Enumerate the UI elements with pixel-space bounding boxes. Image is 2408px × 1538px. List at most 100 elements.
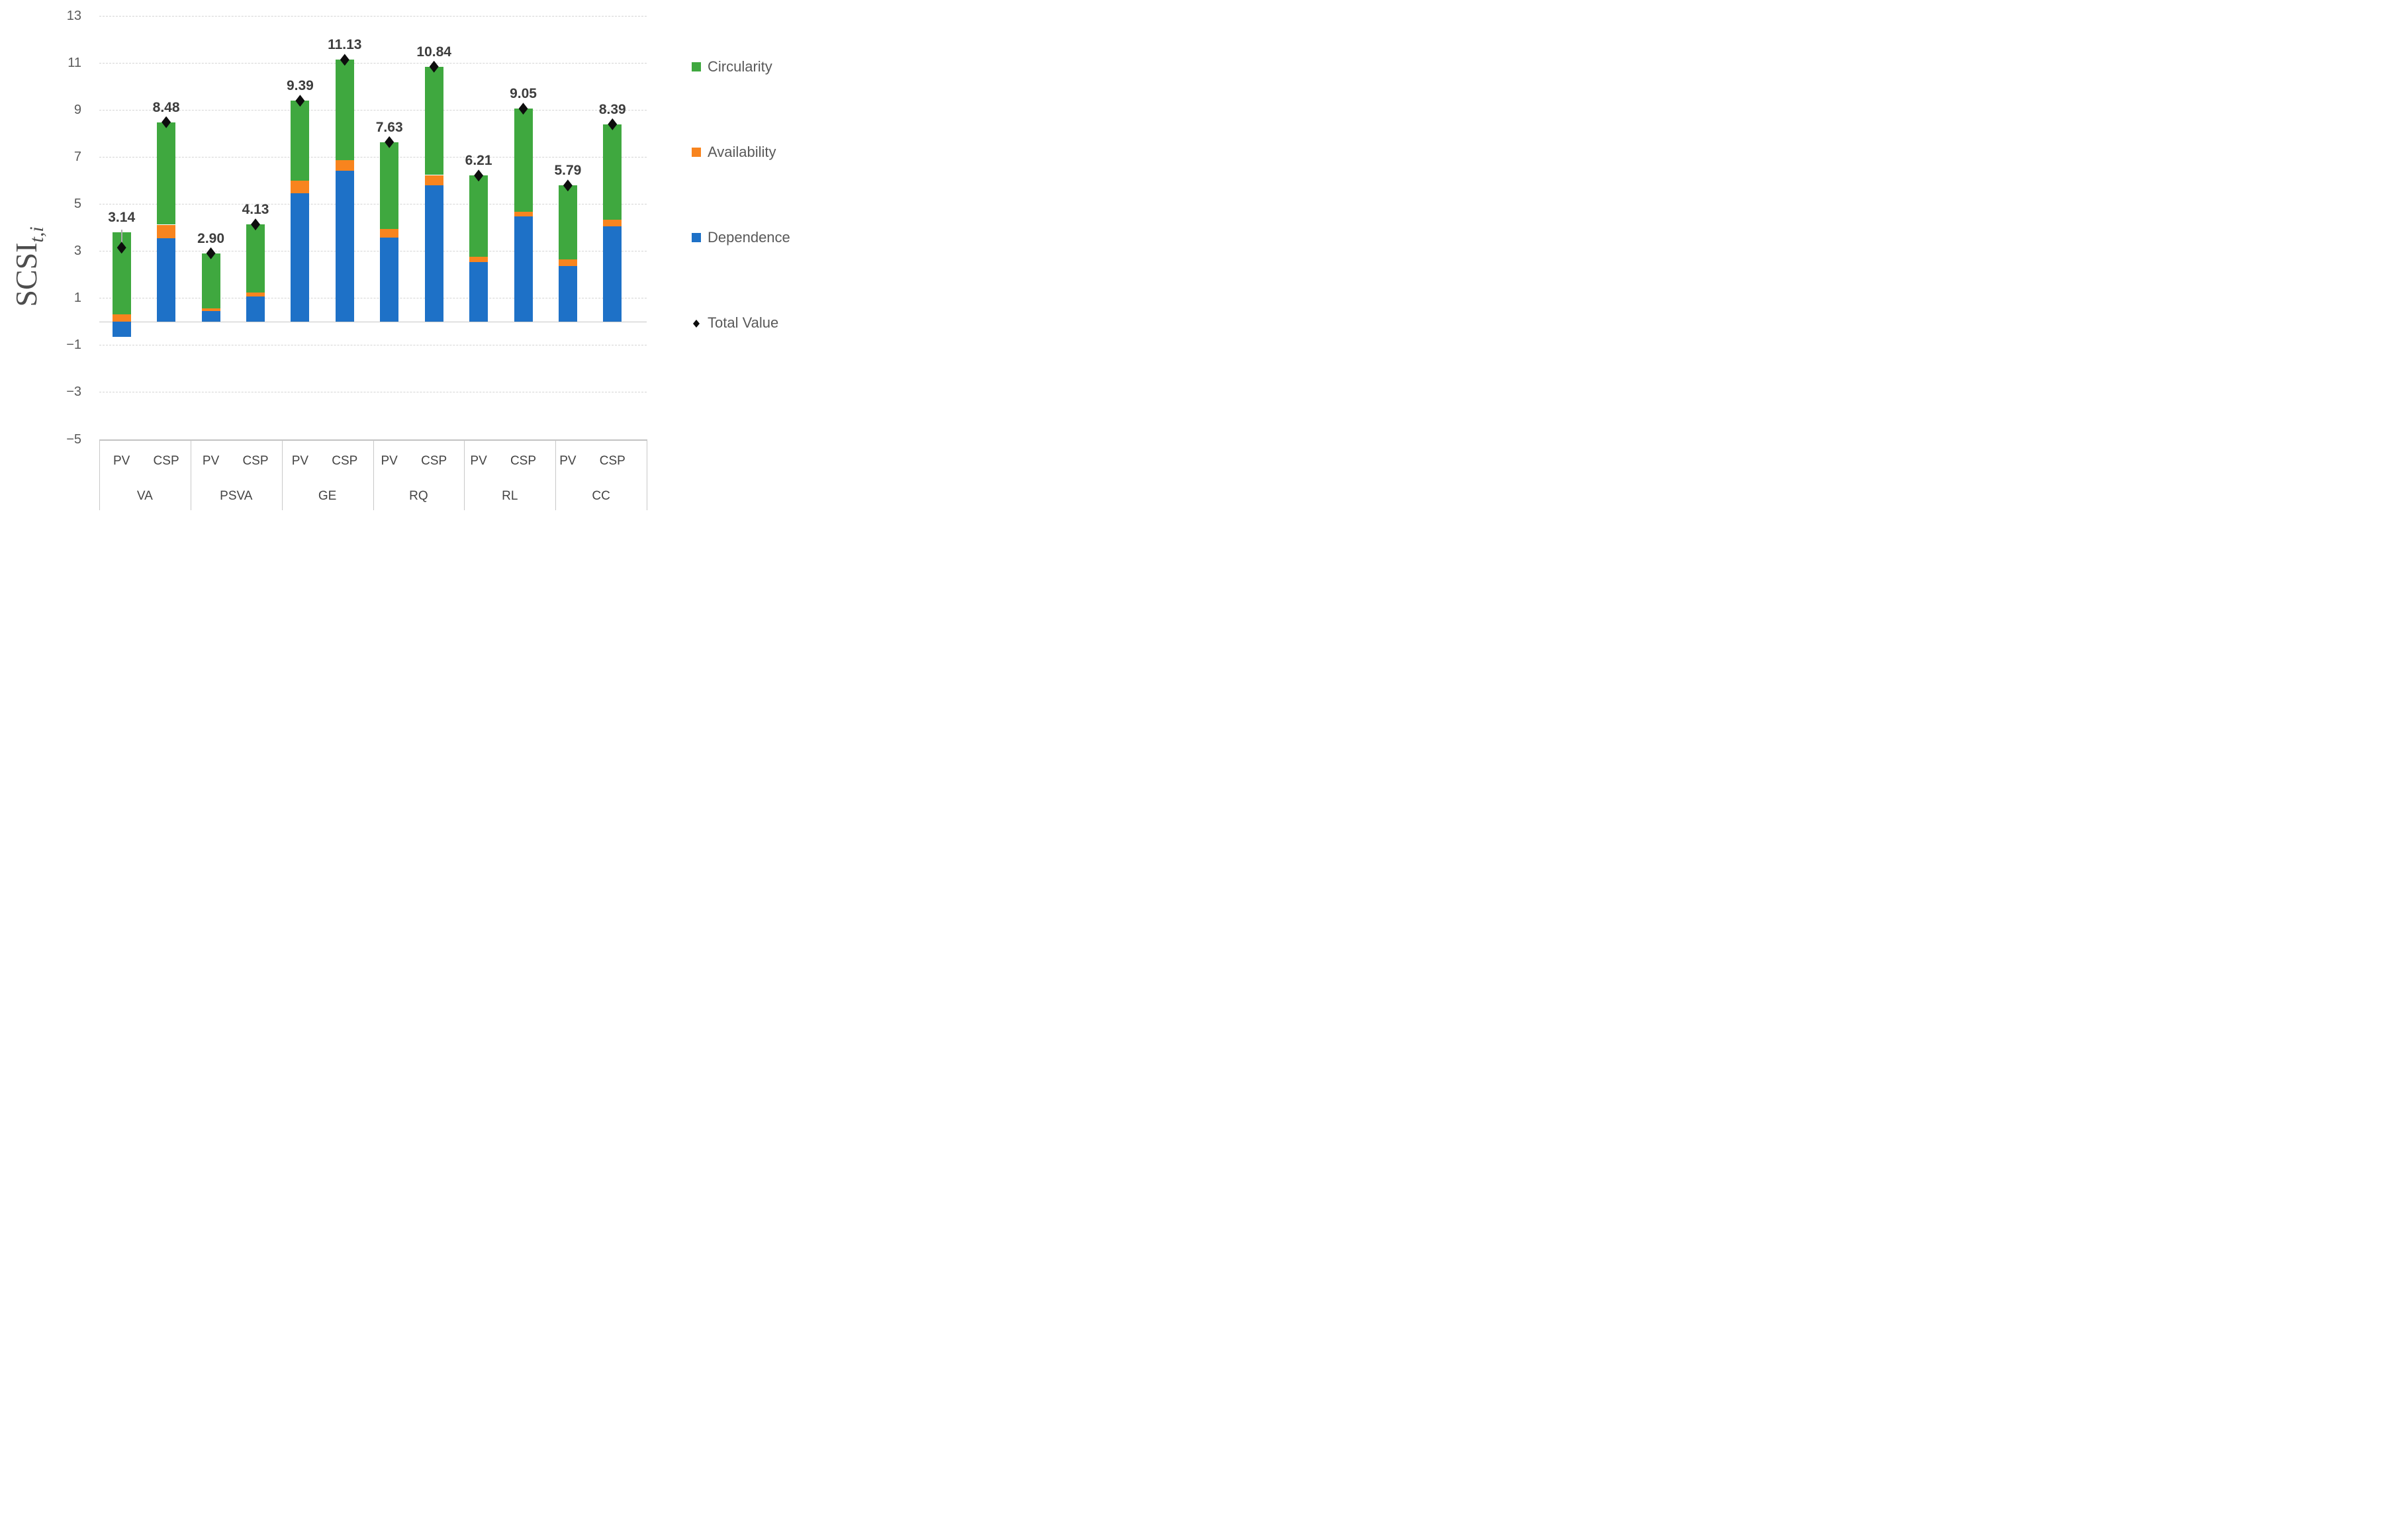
total-value-marker [162,116,171,128]
bar-segment-availability-rl-csp [514,212,533,217]
total-value-marker [295,95,305,107]
x-axis-group-label-rq: RQ [409,489,428,503]
x-axis-table-divider [464,439,465,510]
y-axis-title-subscript: t,i [26,226,48,243]
legend-swatch-dependence-icon [692,233,701,242]
total-value-marker [340,54,349,66]
gridline [99,16,647,17]
bar-segment-circularity-ge-csp [335,60,354,161]
x-axis-technology-label-pv-va: PV [113,454,130,468]
total-value-marker [206,247,216,259]
x-axis-technology-label-pv-rq: PV [381,454,398,468]
bar-segment-dependence-va-pv [112,321,131,337]
total-value-label: 6.21 [465,153,492,169]
bar-segment-dependence-ge-pv [291,193,310,322]
bar-segment-availability-va-csp [157,224,176,238]
bar-segment-circularity-ge-pv [291,101,310,181]
bar-segment-circularity-psva-csp [246,224,265,293]
x-axis-table-divider [99,439,100,510]
x-axis-group-label-ge: GE [318,489,337,503]
bar-segment-circularity-cc-pv [558,185,577,259]
bar-segment-dependence-rq-pv [380,238,399,322]
bar-segment-availability-cc-csp [603,219,622,227]
gridline [99,63,647,64]
chart-canvas: SCSIt,i 3.14 8.48 2.90 4.13 9.39 11.13 7.63 10.… [0,0,803,513]
bar-segment-circularity-rq-csp [424,66,443,175]
total-value-marker [251,218,260,231]
y-tick-label: −3 [66,384,81,400]
bar-segment-dependence-psva-csp [246,296,265,322]
y-tick-label: 1 [73,291,81,306]
y-tick-label: 7 [73,150,81,165]
bar-segment-dependence-psva-pv [201,310,220,322]
x-axis-technology-label-csp-ge: CSP [332,454,358,468]
total-value-marker [429,60,439,73]
total-value-label: 3.14 [108,210,136,226]
x-axis-technology-label-csp-cc: CSP [599,454,625,468]
x-axis-table-divider [555,439,557,510]
bar-segment-availability-ge-csp [335,160,354,171]
total-value-label: 11.13 [328,37,362,53]
y-tick-label: 13 [66,9,81,23]
total-value-marker [518,103,528,115]
bar-segment-availability-psva-csp [246,293,265,296]
y-tick-label: −5 [66,431,81,447]
bar-segment-dependence-ge-csp [335,170,354,322]
bar-segment-dependence-cc-csp [603,226,622,322]
bar-segment-circularity-psva-pv [201,253,220,308]
bar-segment-circularity-rl-pv [469,175,488,257]
legend-item-availability: Availability [692,144,798,161]
bar-segment-circularity-rl-csp [514,109,533,212]
bar-segment-dependence-rl-csp [514,216,533,322]
total-value-label: 9.05 [510,86,537,102]
total-value-marker [116,242,126,254]
total-value-marker [608,118,618,130]
bar-segment-dependence-va-csp [157,238,176,322]
x-axis-table-divider [281,439,283,510]
y-tick-label: 5 [73,197,81,212]
y-tick-label: 9 [73,103,81,118]
bar-segment-availability-va-pv [112,314,131,322]
x-axis-technology-label-csp-va: CSP [153,454,179,468]
x-axis-group-label-va: VA [136,489,153,503]
total-value-marker [474,169,484,182]
y-tick-label: −1 [66,338,81,353]
bar-segment-dependence-cc-pv [558,266,577,322]
y-axis-title: SCSIt,i [7,134,48,399]
bar-segment-dependence-rq-csp [424,185,443,322]
y-tick-label: 3 [73,244,81,259]
x-axis-technology-label-csp-psva: CSP [242,454,269,468]
y-tick-label: 11 [68,56,81,71]
x-axis-technology-label-csp-rl: CSP [510,454,537,468]
total-value-label: 7.63 [375,119,403,135]
total-value-marker [563,179,573,192]
x-axis-technology-label-csp-rq: CSP [421,454,447,468]
diamond-marker-icon [693,320,700,328]
x-axis-technology-label-pv-cc: PV [559,454,577,468]
bar-segment-availability-rq-csp [424,175,443,185]
total-value-label: 2.90 [197,230,225,246]
bar-segment-circularity-rq-pv [380,142,399,229]
legend-label: Availability [708,144,776,160]
total-value-marker [385,136,394,148]
legend-label: Circularity [708,58,772,75]
total-value-label: 4.13 [242,202,269,218]
total-value-label: 9.39 [286,78,314,94]
x-axis-group-label-cc: CC [592,489,610,503]
bar-segment-availability-ge-pv [291,180,310,194]
bar-segment-circularity-cc-csp [603,124,622,220]
gridline [99,110,647,111]
bar-segment-availability-rq-pv [380,228,399,238]
total-value-label: 8.48 [152,99,180,115]
total-value-label: 8.39 [598,101,626,117]
x-axis-group-label-psva: PSVA [220,489,253,503]
bar-segment-availability-rl-pv [469,256,488,262]
total-value-label: 5.79 [554,163,582,179]
x-axis-table-divider [373,439,374,510]
bar-segment-circularity-va-csp [157,122,176,225]
total-value-leader-line [120,230,122,251]
total-value-label: 10.84 [416,44,451,60]
legend-swatch-availability-icon [692,148,701,157]
bar-segment-availability-cc-pv [558,259,577,266]
bar-segment-dependence-rl-pv [469,262,488,322]
